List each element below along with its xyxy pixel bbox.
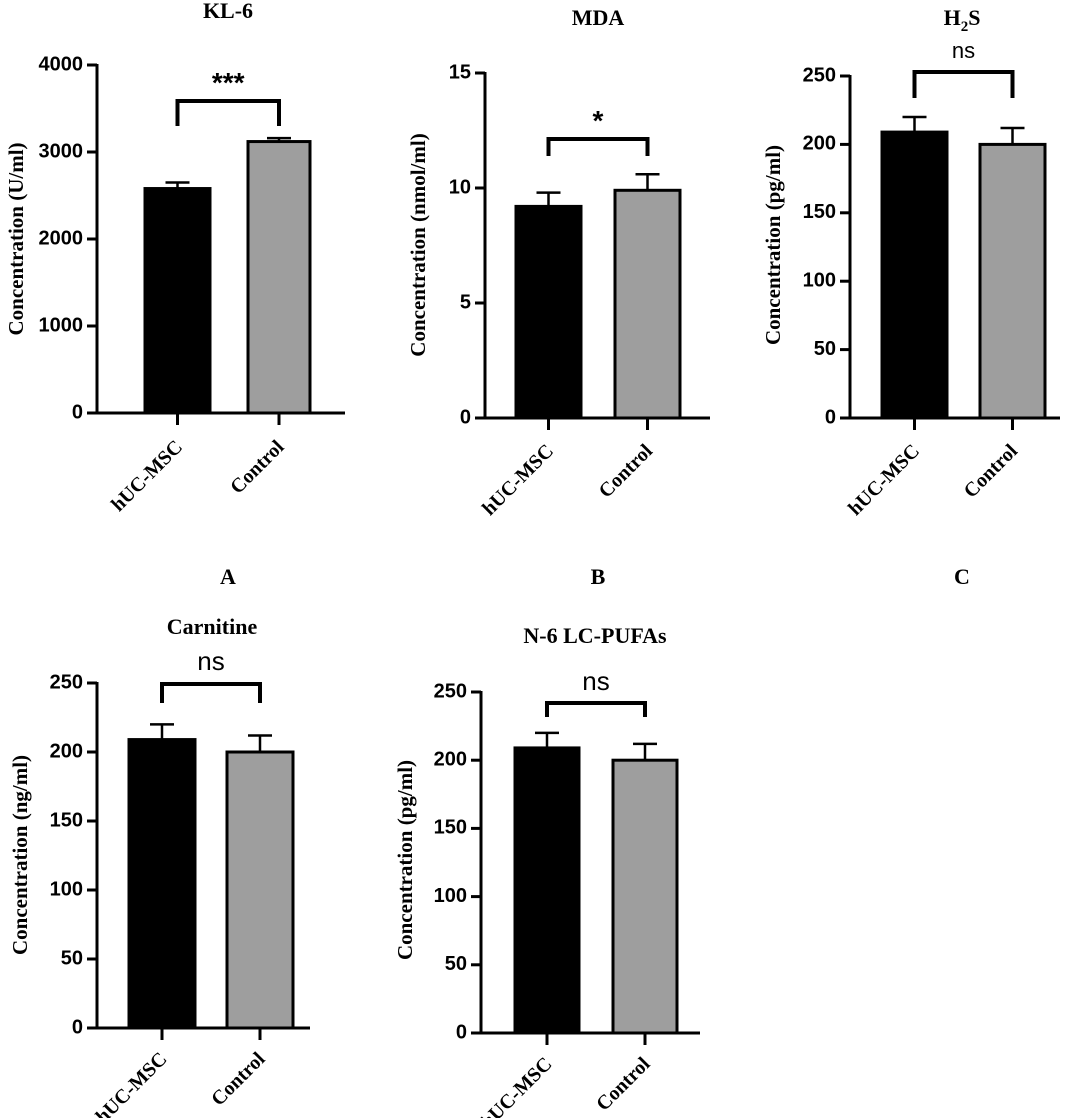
y-tick-label: 150 bbox=[803, 201, 836, 223]
y-tick-label: 200 bbox=[50, 740, 83, 762]
bar-huc-msc bbox=[143, 187, 212, 415]
y-axis-label: Concentration (nmol/ml) bbox=[406, 133, 430, 356]
significance-label: *** bbox=[212, 67, 245, 98]
y-tick-label: 10 bbox=[449, 176, 471, 198]
significance-bracket bbox=[912, 70, 1015, 98]
category-label: hUC-MSC bbox=[477, 1053, 557, 1118]
bar-huc-msc bbox=[514, 204, 583, 420]
chart-panel: Carnitine Concentration (ng/ml) 0 50 100 150 2… bbox=[8, 614, 310, 1118]
y-axis-label: Concentration (pg/ml) bbox=[761, 145, 785, 345]
y-axis-label: Concentration (pg/ml) bbox=[393, 760, 417, 960]
bar-control bbox=[978, 142, 1047, 420]
category-label: hUC-MSC bbox=[478, 440, 558, 520]
y-tick-label: 50 bbox=[61, 947, 83, 969]
significance-bracket bbox=[545, 701, 647, 717]
y-tick-label: 0 bbox=[456, 1021, 467, 1043]
category-label: Control bbox=[592, 1053, 655, 1116]
y-tick-label: 3000 bbox=[39, 140, 84, 162]
category-label: Control bbox=[960, 440, 1023, 503]
y-tick-label: 1000 bbox=[39, 314, 84, 336]
y-tick-label: 100 bbox=[50, 878, 83, 900]
y-axis-label: Concentration (ng/ml) bbox=[8, 755, 32, 955]
panel-label: B bbox=[591, 564, 606, 589]
chart-title: KL-6 bbox=[203, 0, 253, 23]
significance-bracket bbox=[160, 682, 262, 703]
y-tick-label: 200 bbox=[434, 748, 467, 770]
chart-title: H2S bbox=[944, 5, 981, 35]
significance-bracket bbox=[546, 137, 650, 156]
chart-title: N-6 LC-PUFAs bbox=[523, 623, 667, 648]
significance-label: * bbox=[593, 105, 604, 136]
y-tick-label: 0 bbox=[72, 1016, 83, 1038]
y-tick-label: 15 bbox=[449, 61, 471, 83]
panel-label: A bbox=[220, 564, 236, 589]
y-tick-label: 150 bbox=[50, 809, 83, 831]
bar-control bbox=[611, 758, 679, 1035]
y-tick-label: 50 bbox=[814, 338, 836, 360]
category-label: hUC-MSC bbox=[92, 1048, 172, 1118]
bar-huc-msc bbox=[880, 130, 949, 420]
y-tick-label: 100 bbox=[434, 885, 467, 907]
y-tick-label: 250 bbox=[50, 671, 83, 693]
y-tick-label: 4000 bbox=[39, 53, 84, 75]
y-tick-label: 100 bbox=[803, 269, 836, 291]
category-label: Control bbox=[207, 1048, 270, 1111]
panel-label: C bbox=[954, 564, 970, 589]
chart-title: Carnitine bbox=[167, 614, 258, 639]
chart-panel: MDA Concentration (nmol/ml) 0 5 10 15 hUC-MSC C… bbox=[406, 5, 710, 589]
y-axis-label: Concentration (U/ml) bbox=[4, 142, 28, 335]
y-tick-label: 250 bbox=[434, 680, 467, 702]
bar-huc-msc bbox=[513, 746, 581, 1035]
chart-panel: KL-6 Concentration (U/ml) 0 1000 2000 3000 400… bbox=[4, 0, 345, 589]
bar-control bbox=[613, 188, 682, 420]
significance-label: ns bbox=[197, 646, 224, 676]
bar-huc-msc bbox=[127, 738, 197, 1030]
y-tick-label: 2000 bbox=[39, 227, 84, 249]
category-label: Control bbox=[226, 436, 289, 499]
y-tick-label: 0 bbox=[72, 401, 83, 423]
significance-bracket bbox=[175, 99, 281, 126]
chart-title: MDA bbox=[572, 5, 625, 30]
y-tick-label: 0 bbox=[825, 406, 836, 428]
y-tick-label: 0 bbox=[460, 406, 471, 428]
chart-panel: N-6 LC-PUFAs Concentration (pg/ml) 0 50 100 1… bbox=[393, 623, 700, 1118]
category-label: hUC-MSC bbox=[844, 440, 924, 520]
bar-control bbox=[225, 750, 295, 1030]
bar-control bbox=[246, 140, 312, 415]
y-tick-label: 50 bbox=[445, 953, 467, 975]
chart-panel: H2S Concentration (pg/ml) 0 50 100 150 200 250 h… bbox=[761, 5, 1060, 589]
y-tick-label: 250 bbox=[803, 64, 836, 86]
significance-label: ns bbox=[952, 38, 975, 63]
significance-label: ns bbox=[582, 666, 609, 696]
y-tick-label: 200 bbox=[803, 133, 836, 155]
y-tick-label: 5 bbox=[460, 291, 471, 313]
category-label: hUC-MSC bbox=[107, 436, 187, 516]
y-tick-label: 150 bbox=[434, 817, 467, 839]
category-label: Control bbox=[595, 440, 658, 503]
